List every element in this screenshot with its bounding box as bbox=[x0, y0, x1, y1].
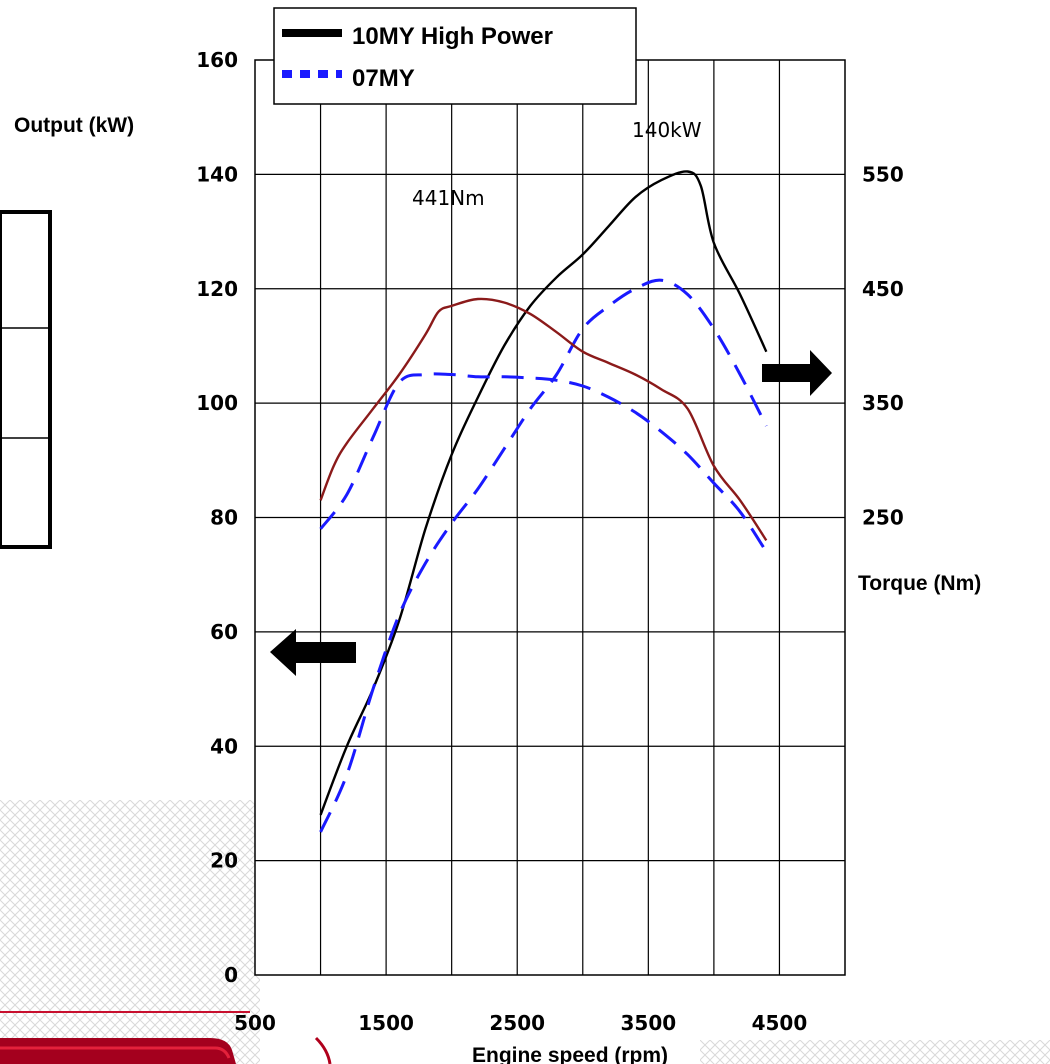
right-tick-label: 350 bbox=[862, 391, 904, 415]
background-decoration bbox=[0, 210, 1050, 1064]
left-tick-label: 160 bbox=[196, 48, 238, 72]
peak-power-annotation: 140kW bbox=[632, 118, 702, 142]
left-tick-label: 80 bbox=[210, 506, 238, 530]
x-axis-ticks: 500 1500 2500 3500 4500 bbox=[234, 1011, 807, 1035]
peak-torque-annotation: 441Nm bbox=[412, 186, 485, 210]
right-tick-label: 250 bbox=[862, 506, 904, 530]
left-axis-ticks: 0 20 40 60 80 100 120 140 160 bbox=[196, 48, 238, 987]
right-axis-ticks: 250 350 450 550 bbox=[862, 162, 904, 529]
right-tick-label: 450 bbox=[862, 277, 904, 301]
left-tick-label: 100 bbox=[196, 391, 238, 415]
series-line-07my-output bbox=[319, 278, 768, 833]
arrow-right-icon bbox=[762, 350, 832, 396]
legend-label-07my: 07MY bbox=[352, 65, 415, 92]
left-tick-label: 60 bbox=[210, 620, 238, 644]
x-tick-label: 4500 bbox=[752, 1011, 808, 1035]
x-tick-label: 500 bbox=[234, 1011, 276, 1035]
x-tick-label: 1500 bbox=[358, 1011, 414, 1035]
left-tick-label: 120 bbox=[196, 277, 238, 301]
legend: 10MY High Power 07MY bbox=[273, 7, 637, 105]
left-tick-label: 140 bbox=[196, 162, 238, 186]
x-tick-label: 2500 bbox=[489, 1011, 545, 1035]
x-axis-label: Engine speed (rpm) bbox=[472, 1044, 668, 1064]
left-tick-label: 20 bbox=[210, 849, 238, 873]
grid bbox=[254, 59, 846, 976]
left-tick-label: 40 bbox=[210, 734, 238, 758]
arrow-left-icon bbox=[270, 629, 356, 676]
right-tick-label: 550 bbox=[862, 162, 904, 186]
left-axis-label: Output (kW) bbox=[14, 114, 134, 137]
left-tick-label: 0 bbox=[224, 963, 238, 987]
legend-label-10my: 10MY High Power bbox=[352, 23, 553, 50]
series-line-10my-high-power-output bbox=[319, 170, 768, 816]
x-tick-label: 3500 bbox=[620, 1011, 676, 1035]
series-layer bbox=[319, 170, 768, 833]
series-line-07my-torque bbox=[319, 372, 768, 553]
series-line-10my-high-power-torque bbox=[319, 297, 768, 542]
right-axis-label: Torque (Nm) bbox=[858, 572, 981, 595]
